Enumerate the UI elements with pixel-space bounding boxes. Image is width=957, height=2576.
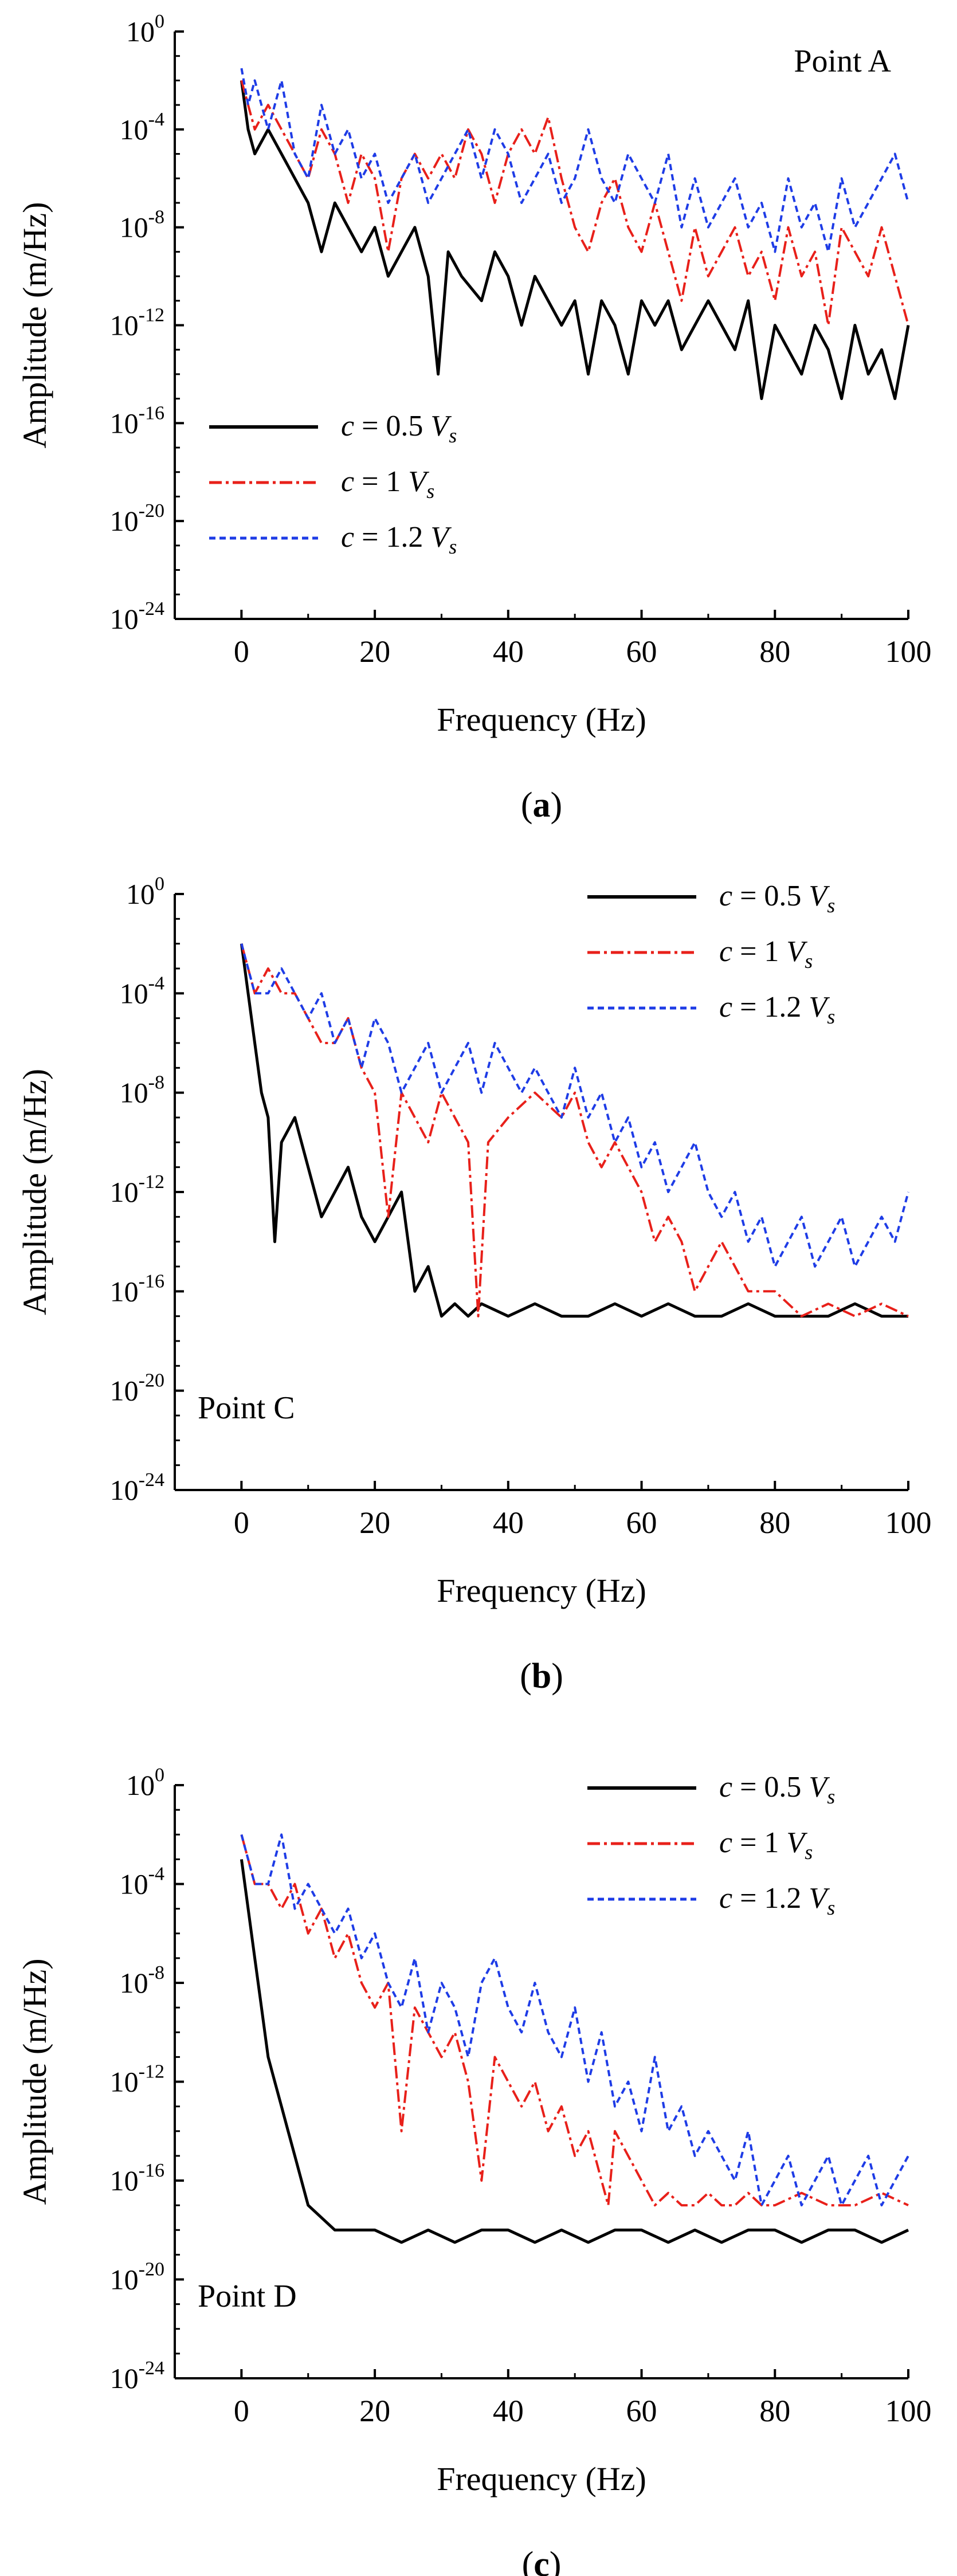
series-line-1 <box>240 943 909 1318</box>
x-tick-label: 80 <box>759 1505 790 1540</box>
series-line-1 <box>240 80 909 327</box>
y-tick-label: 100 <box>126 11 164 48</box>
x-tick-label: 0 <box>234 2394 249 2428</box>
y-tick-label: 10-8 <box>120 1962 164 1999</box>
x-tick-label: 60 <box>626 2394 657 2428</box>
x-tick-label: 20 <box>359 1505 390 1540</box>
series-line-0 <box>240 1859 909 2244</box>
x-tick-label: 100 <box>885 1505 932 1540</box>
y-axis-label: Amplitude (m/Hz) <box>16 1958 53 2205</box>
x-axis-label: Frequency (Hz) <box>437 2460 646 2497</box>
legend: c = 0.5 Vs c = 1 Vs c = 1.2 Vs <box>587 1771 835 1919</box>
y-tick-label: 10-12 <box>110 1171 164 1208</box>
series-line-2 <box>240 1833 909 2207</box>
legend-label: c = 1.2 Vs <box>341 521 457 558</box>
series-line-2 <box>240 68 909 253</box>
y-tick-label: 10-4 <box>120 109 164 146</box>
y-tick-label: 10-24 <box>110 2358 164 2394</box>
x-tick-label: 80 <box>759 2394 790 2428</box>
x-axis-label: Frequency (Hz) <box>437 1572 646 1609</box>
chart-panel-c: 100 10-4 10-8 10-12 10-16 10-20 10-24 0 20 40 60 80… <box>16 1765 932 2576</box>
y-tick-label: 100 <box>126 873 164 910</box>
x-tick-label: 20 <box>359 2394 390 2428</box>
legend-label: c = 1.2 Vs <box>719 1882 835 1919</box>
y-tick-label: 10-16 <box>110 1271 164 1307</box>
y-tick-label: 10-8 <box>120 207 164 244</box>
x-tick-label: 60 <box>626 634 657 669</box>
series-line-2 <box>240 943 909 1268</box>
legend-label: c = 0.5 Vs <box>719 1771 835 1808</box>
y-tick-label: 10-16 <box>110 402 164 439</box>
x-tick-label: 40 <box>493 634 524 669</box>
legend-label: c = 1 Vs <box>719 935 813 973</box>
panel-caption: (a) <box>521 786 562 825</box>
y-axis-label: Amplitude (m/Hz) <box>16 202 53 448</box>
legend: c = 0.5 Vs c = 1 Vs c = 1.2 Vs <box>587 880 835 1028</box>
y-tick-label: 10-24 <box>110 598 164 635</box>
x-tick-label: 60 <box>626 1505 657 1540</box>
x-tick-label: 100 <box>885 2394 932 2428</box>
legend-label: c = 0.5 Vs <box>341 410 457 447</box>
y-tick-label: 10-8 <box>120 1072 164 1109</box>
panel-caption: (b) <box>520 1657 563 1696</box>
x-tick-label: 40 <box>493 1505 524 1540</box>
x-axis-label: Frequency (Hz) <box>437 701 646 738</box>
y-tick-label: 100 <box>126 1765 164 1801</box>
series-line-0 <box>240 80 910 401</box>
y-tick-label: 10-4 <box>120 1864 164 1900</box>
x-tick-label: 0 <box>234 634 249 669</box>
y-tick-label: 10-12 <box>110 305 164 342</box>
legend: c = 0.5 Vs c = 1 Vs c = 1.2 Vs <box>209 410 457 558</box>
y-tick-label: 10-12 <box>110 2061 164 2098</box>
series-line-1 <box>240 1834 909 2207</box>
x-tick-label: 0 <box>234 1505 249 1540</box>
point-annotation: Point A <box>794 44 891 79</box>
chart-panel-b: 100 10-4 10-8 10-12 10-16 10-20 10-24 0 20 40 60 80… <box>16 873 932 1696</box>
y-tick-label: 10-20 <box>110 500 164 537</box>
series-line-0 <box>240 943 908 1318</box>
y-tick-label: 10-4 <box>120 973 164 1009</box>
y-tick-label: 10-20 <box>110 2259 164 2296</box>
legend-label: c = 0.5 Vs <box>719 880 835 917</box>
x-tick-label: 20 <box>359 634 390 669</box>
chart-panel-a: 100 10-4 10-8 10-12 10-16 10-20 10-24 0 20 40 60 80… <box>16 11 932 825</box>
y-axis-label: Amplitude (m/Hz) <box>16 1069 53 1315</box>
point-annotation: Point C <box>198 1390 295 1426</box>
legend-label: c = 1 Vs <box>341 465 434 503</box>
x-tick-label: 100 <box>885 634 932 669</box>
point-annotation: Point D <box>198 2279 297 2314</box>
y-tick-label: 10-24 <box>110 1469 164 1506</box>
legend-label: c = 1.2 Vs <box>719 991 835 1028</box>
legend-label: c = 1 Vs <box>719 1826 813 1864</box>
x-tick-label: 80 <box>759 634 790 669</box>
x-tick-label: 40 <box>493 2394 524 2428</box>
y-tick-label: 10-20 <box>110 1370 164 1407</box>
panel-caption: (c) <box>522 2545 562 2576</box>
y-tick-label: 10-16 <box>110 2160 164 2197</box>
